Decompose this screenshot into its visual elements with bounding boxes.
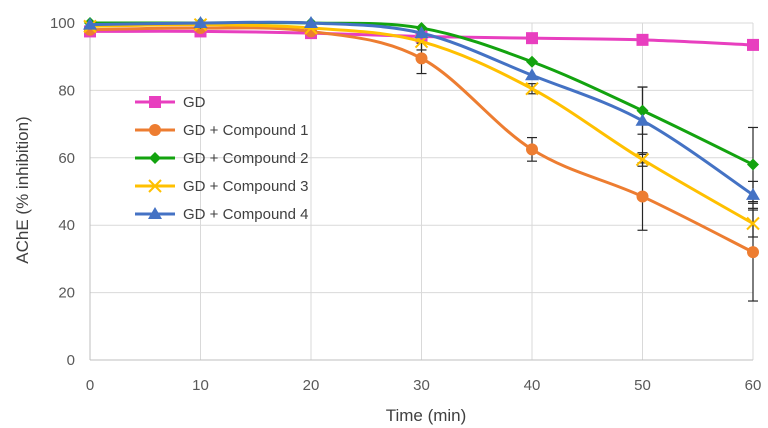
- y-tick-label: 40: [58, 217, 75, 234]
- legend-item: GD + Compound 2: [135, 150, 309, 167]
- series-2-point: [747, 246, 759, 259]
- series-4-point: [746, 216, 760, 231]
- x-tick-label: 20: [303, 377, 320, 394]
- legend-item: GD + Compound 3: [135, 178, 309, 195]
- axes: 0 20 40 60 80 100 0 10 20 30 40 50 60: [50, 15, 761, 394]
- legend-marker: [149, 96, 161, 108]
- legend-label: GD + Compound 4: [183, 206, 309, 223]
- y-tick-label: 100: [50, 15, 75, 32]
- series: [83, 16, 760, 259]
- legend-marker: [148, 207, 162, 219]
- legend-marker: [148, 179, 162, 193]
- x-tick-label: 60: [745, 377, 762, 394]
- x-tick-label: 10: [192, 377, 209, 394]
- y-tick-label: 80: [58, 82, 75, 99]
- y-tick-label: 0: [67, 352, 75, 369]
- series-5-point: [525, 68, 539, 81]
- x-tick-label: 40: [524, 377, 541, 394]
- series-5-point: [635, 113, 650, 126]
- series-5-point: [304, 16, 318, 28]
- series-3-point: [747, 158, 759, 171]
- y-axis-title: AChE (% inhibition): [13, 116, 32, 263]
- series-1-point: [636, 33, 649, 46]
- series-5-point: [193, 16, 208, 28]
- y-tick-label: 60: [58, 150, 75, 167]
- series-3-point: [526, 55, 538, 68]
- legend-marker: [149, 152, 161, 164]
- legend-item: GD: [135, 94, 206, 111]
- legend-label: GD + Compound 2: [183, 150, 309, 167]
- series-1-point: [526, 32, 538, 45]
- legend-label: GD: [183, 94, 206, 111]
- x-tick-label: 30: [413, 377, 430, 394]
- series-5-point: [83, 17, 97, 30]
- series-2-point: [415, 52, 428, 65]
- legend-label: GD + Compound 1: [183, 122, 309, 139]
- series-4-point: [525, 82, 539, 96]
- error-bars: [416, 32, 758, 302]
- legend-marker: [149, 124, 161, 136]
- legend-item: GD + Compound 4: [135, 206, 309, 223]
- x-tick-label: 0: [86, 377, 94, 394]
- legend: GD GD + Compound 1 GD + Compound 2 GD + Com…: [135, 94, 309, 223]
- series-4-point: [635, 152, 650, 167]
- series-5-point: [746, 187, 760, 200]
- x-tick-label: 50: [634, 377, 651, 394]
- series-5-point: [414, 26, 429, 39]
- y-tick-label: 20: [58, 285, 75, 302]
- series-1-point: [747, 38, 759, 51]
- legend-label: GD + Compound 3: [183, 178, 309, 195]
- legend-item: GD + Compound 1: [135, 122, 309, 139]
- x-axis-title: Time (min): [386, 406, 467, 425]
- series-2-point: [526, 143, 538, 156]
- series-2-point: [636, 190, 649, 203]
- series-3-point: [636, 104, 649, 117]
